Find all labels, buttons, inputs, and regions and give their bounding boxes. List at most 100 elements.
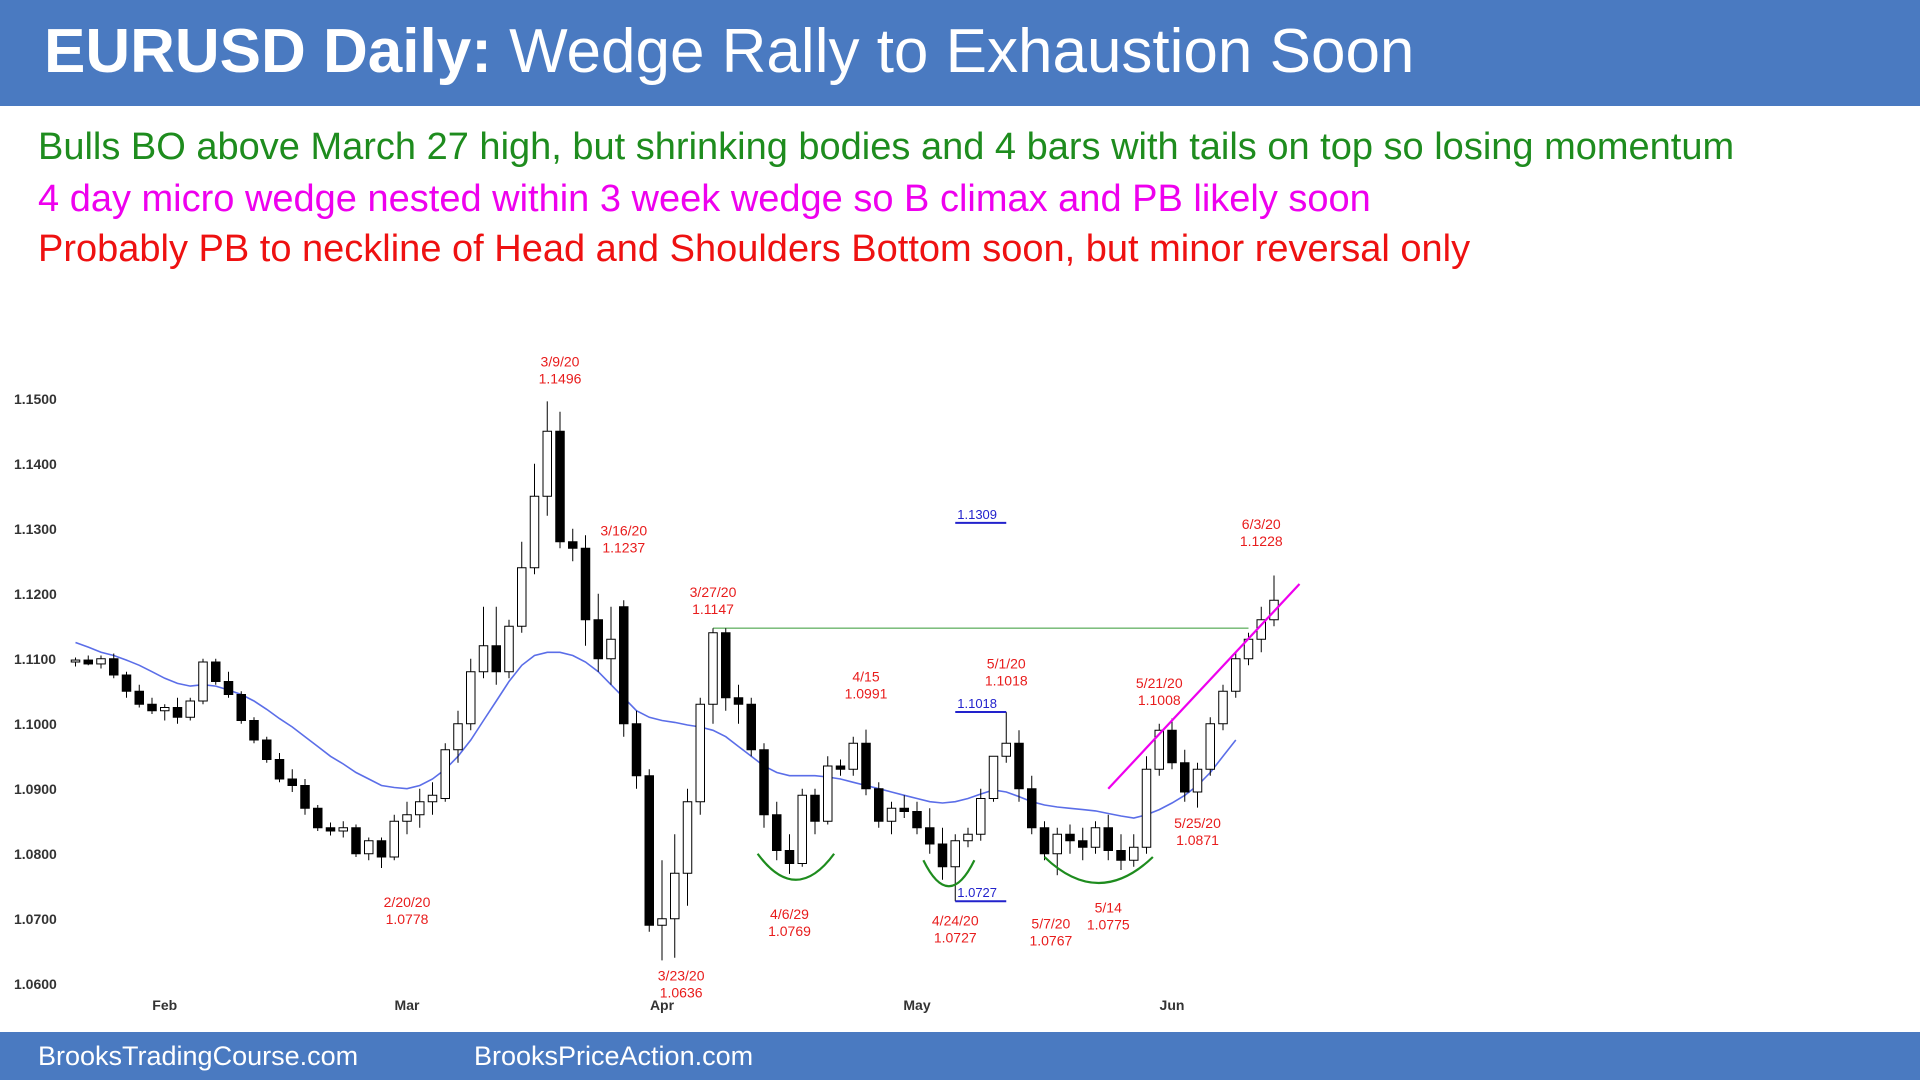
swing-price-label: 1.0769 [768, 923, 811, 939]
candle-body [389, 820, 399, 858]
candle-body [797, 794, 807, 864]
candle-body [415, 801, 425, 816]
candle-body [300, 785, 310, 809]
candle-body [376, 840, 387, 858]
candle-body [236, 694, 246, 721]
commentary-line-1: Bulls BO above March 27 high, but shrink… [38, 126, 1735, 168]
price-marker-label: 1.0727 [957, 885, 997, 900]
candle-body [160, 707, 170, 712]
swing-price-label: 1.0775 [1087, 916, 1130, 932]
candle-body [1205, 723, 1215, 770]
candle-body [988, 755, 999, 799]
candle-body [351, 827, 361, 855]
swing-price-label: 1.1496 [539, 370, 582, 386]
swing-date-label: 5/14 [1095, 899, 1122, 915]
candle-body [886, 807, 897, 822]
candle-body [325, 827, 336, 832]
candle-body [134, 690, 144, 705]
page-title: EURUSD Daily: Wedge Rally to Exhaustion … [44, 12, 1414, 92]
candle-body [772, 814, 782, 851]
swing-price-label: 1.1147 [692, 601, 734, 617]
candle-body [1218, 690, 1228, 725]
candle-body [810, 794, 820, 822]
price-chart: 1.1500 1.1400 1.1300 1.1200 1.1100 1.1000 1.09… [14, 353, 1301, 1013]
swing-price-label: 1.1008 [1138, 692, 1181, 708]
candle-body [848, 742, 858, 770]
candle-body [274, 759, 285, 780]
candle-body [96, 658, 106, 665]
x-tick-label: Apr [650, 997, 675, 1013]
candle-body [912, 811, 922, 829]
candle-body [1141, 768, 1152, 848]
candle-body [491, 645, 501, 673]
bottom-arc [756, 853, 836, 881]
candle-body [478, 645, 489, 673]
candle-body [1154, 729, 1164, 770]
candle-body [427, 794, 438, 803]
candle-body [631, 723, 642, 777]
candle-body [364, 840, 374, 855]
x-tick-label: May [903, 997, 930, 1013]
candle-body [1192, 768, 1203, 793]
y-tick-label: 1.0600 [14, 976, 57, 992]
candle-body [759, 749, 769, 816]
y-tick-label: 1.1000 [14, 716, 57, 732]
candle-body [1052, 833, 1062, 855]
candle-body [835, 765, 846, 770]
candle-body [223, 681, 234, 695]
candle-body [580, 547, 591, 621]
candle-body [529, 495, 540, 569]
candle-body [1014, 742, 1024, 790]
candle-body [504, 625, 514, 673]
candle-body [1167, 729, 1177, 764]
swing-date-label: 4/6/29 [770, 906, 809, 922]
swing-date-label: 4/15 [852, 669, 879, 685]
y-tick-label: 1.0700 [14, 911, 57, 927]
candle-body [185, 700, 195, 718]
candle-body [338, 827, 348, 832]
candle-body [644, 775, 654, 926]
candle-body [172, 707, 183, 718]
swing-price-label: 1.0871 [1176, 832, 1219, 848]
footer-site-right: BrooksPriceAction.com [474, 1041, 754, 1071]
candle-body [925, 827, 935, 845]
candle-body [823, 765, 833, 822]
candle-body [1001, 742, 1011, 757]
swing-date-label: 5/1/20 [987, 656, 1026, 672]
price-marker-label: 1.1309 [957, 507, 997, 522]
candle-body [746, 703, 756, 751]
y-tick-label: 1.1300 [14, 521, 57, 537]
candle-body [313, 807, 323, 829]
swing-price-label: 1.0778 [386, 911, 429, 927]
candle-body [682, 801, 693, 874]
candle-body [1078, 840, 1088, 848]
bottom-arc [1043, 856, 1154, 885]
swing-price-label: 1.1018 [985, 673, 1028, 689]
commentary-line-3: Probably PB to neckline of Head and Shou… [38, 228, 1471, 270]
candle-body [453, 723, 463, 751]
candle-body [708, 632, 718, 705]
candle-body [937, 843, 948, 868]
candle-body [874, 788, 884, 822]
candle-body [262, 739, 272, 760]
title-symbol: EURUSD Daily: [44, 17, 492, 86]
footer-site-left: BrooksTradingCourse.com [38, 1041, 359, 1071]
moving-average-line [75, 641, 1237, 819]
swing-date-label: 5/7/20 [1031, 916, 1070, 932]
y-tick-label: 1.1500 [14, 391, 57, 407]
candle-body [670, 872, 680, 920]
candle-body [619, 606, 629, 725]
candle-body [606, 638, 616, 660]
candle-body [440, 749, 450, 799]
candle-body [976, 798, 986, 835]
header-bar: EURUSD Daily: Wedge Rally to Exhaustion … [0, 0, 1920, 106]
candle-body [1065, 833, 1075, 842]
swing-price-label: 1.1228 [1240, 533, 1283, 549]
wedge-trendline [1107, 583, 1301, 790]
candle-body [249, 720, 259, 741]
candle-body [1027, 788, 1037, 829]
candle-body [1129, 846, 1139, 861]
swing-price-label: 1.0636 [660, 985, 703, 1001]
x-tick-label: Jun [1160, 997, 1185, 1013]
candle-body [963, 833, 973, 842]
